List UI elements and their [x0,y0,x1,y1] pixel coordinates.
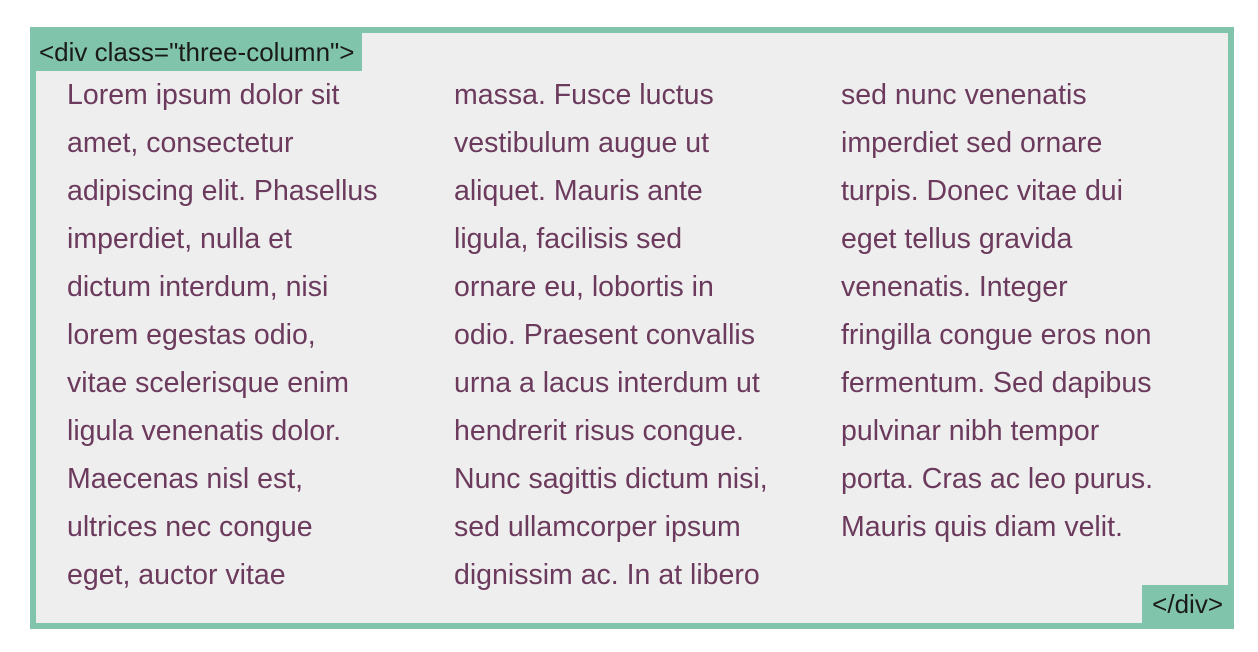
column-1: Lorem ipsum dolor sit amet, consectetur … [67,71,423,599]
column-line: imperdiet, nulla et [67,223,292,255]
column-line: dictum interdum, nisi [67,271,329,303]
column-line: vestibulum augue ut [454,127,710,159]
column-line: imperdiet sed ornare [841,127,1103,159]
column-line: massa. Fusce luctus [454,79,714,111]
column-line: Nunc sagittis dictum nisi, [454,463,768,495]
column-3: sed nunc venenatis imperdiet sed ornare … [841,71,1197,599]
close-tag-label: </div> [1142,585,1228,623]
column-line: aliquet. Mauris ante [454,175,703,207]
columns-wrapper: Lorem ipsum dolor sit amet, consectetur … [67,71,1197,599]
open-tag-label: <div class="three-column"> [36,33,363,71]
column-line: amet, consectetur [67,127,294,159]
column-line: ligula, facilisis sed [454,223,683,255]
column-line: ornare eu, lobortis in [454,271,714,303]
column-line: eget tellus gravida [841,223,1073,255]
column-line: Lorem ipsum dolor sit [67,79,340,111]
column-line: ultrices nec congue [67,511,313,543]
column-line: fermentum. Sed dapibus [841,367,1152,399]
column-line: vitae scelerisque enim [67,367,349,399]
column-2: massa. Fusce luctus vestibulum augue ut … [454,71,810,599]
column-line: Mauris quis diam velit. [841,511,1123,543]
column-line: Maecenas nisl est, [67,463,304,495]
column-line: pulvinar nibh tempor [841,415,1100,447]
column-line: adipiscing elit. Phasellus [67,175,378,207]
column-line: venenatis. Integer [841,271,1068,303]
column-line: lorem egestas odio, [67,319,316,351]
column-line: urna a lacus interdum ut [454,367,760,399]
column-line: porta. Cras ac leo purus. [841,463,1154,495]
column-line: odio. Praesent convallis [454,319,756,351]
three-column-container: <div class="three-column"> Lorem ipsum d… [30,27,1234,629]
column-line: dignissim ac. In at libero [454,559,760,591]
column-line: hendrerit risus congue. [454,415,744,447]
column-line: sed ullamcorper ipsum [454,511,741,543]
column-line: eget, auctor vitae [67,559,286,591]
column-line: turpis. Donec vitae dui [841,175,1123,207]
column-line: ligula venenatis dolor. [67,415,342,447]
column-line: fringilla congue eros non [841,319,1152,351]
column-line: sed nunc venenatis [841,79,1087,111]
